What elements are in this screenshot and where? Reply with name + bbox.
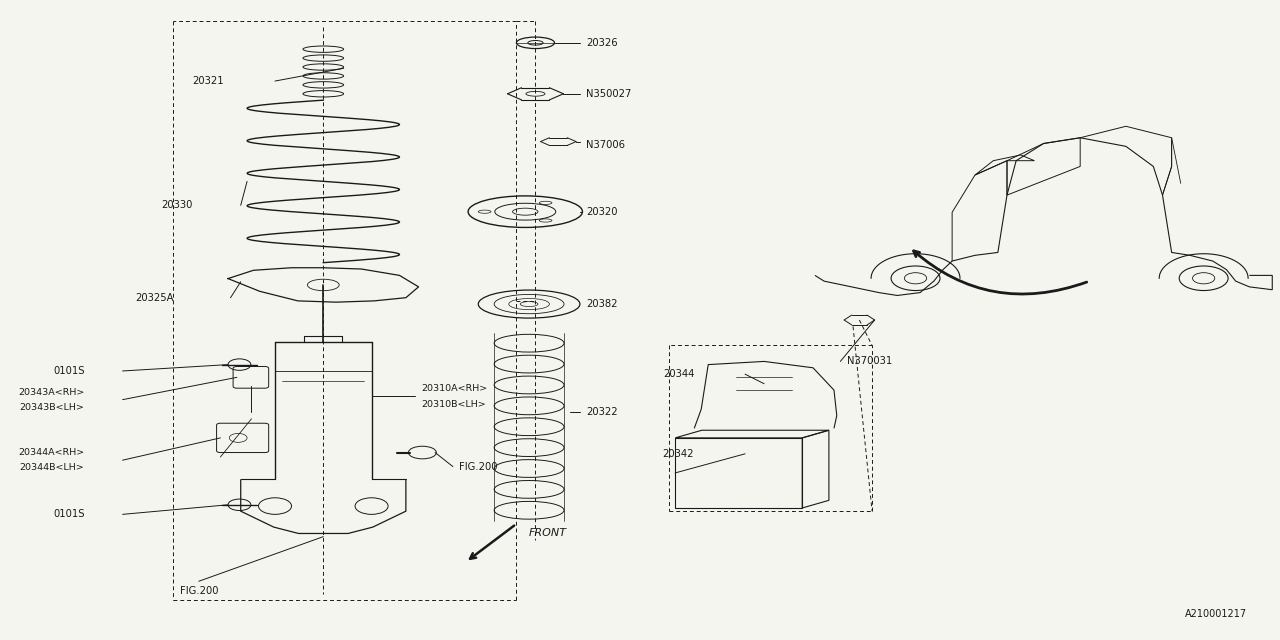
Text: 20310A<RH>: 20310A<RH> xyxy=(421,384,488,394)
Text: 20320: 20320 xyxy=(586,207,618,217)
Text: 20343A<RH>: 20343A<RH> xyxy=(18,387,84,397)
Text: A210001217: A210001217 xyxy=(1185,609,1247,620)
Text: 20325A: 20325A xyxy=(134,292,173,303)
Text: 0101S: 0101S xyxy=(52,509,84,519)
Text: 20382: 20382 xyxy=(586,299,618,309)
Text: FRONT: FRONT xyxy=(529,529,567,538)
Text: FIG.200: FIG.200 xyxy=(460,461,498,472)
Text: 20344: 20344 xyxy=(663,369,694,379)
Text: 20343B<LH>: 20343B<LH> xyxy=(19,403,84,412)
Text: 20344B<LH>: 20344B<LH> xyxy=(19,463,84,472)
Text: N37006: N37006 xyxy=(586,140,625,150)
Text: 20326: 20326 xyxy=(586,38,618,48)
Text: FIG.200: FIG.200 xyxy=(179,586,218,596)
Text: 20342: 20342 xyxy=(663,449,694,459)
Text: 0101S: 0101S xyxy=(52,366,84,376)
Text: 20322: 20322 xyxy=(586,408,618,417)
Text: 20310B<LH>: 20310B<LH> xyxy=(421,399,486,408)
Text: N350027: N350027 xyxy=(586,89,631,99)
Text: 20344A<RH>: 20344A<RH> xyxy=(18,448,84,457)
Text: 20321: 20321 xyxy=(192,76,224,86)
Text: 20330: 20330 xyxy=(161,200,192,211)
Text: N370031: N370031 xyxy=(846,356,892,367)
